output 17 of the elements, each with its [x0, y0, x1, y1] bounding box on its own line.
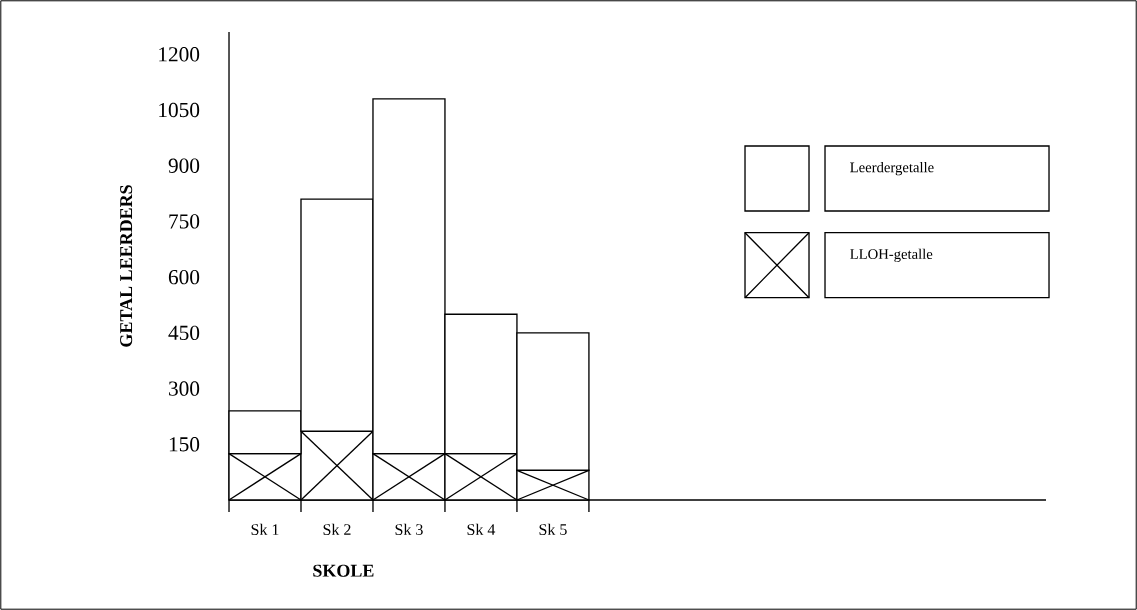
x-axis-title: SKOLE [313, 564, 374, 577]
y-tick-label: 900 [168, 158, 200, 173]
y-axis-title: GETAL LEERDERS [120, 185, 133, 347]
y-tick-label: 300 [169, 381, 200, 396]
text: Leerdergetalle [850, 162, 934, 176]
y-tick-label: 1200 [159, 47, 200, 62]
x-tick-label: Sk 4 [467, 523, 496, 535]
y-tick-label: 150 [169, 437, 200, 452]
text: LLOH-getalle [850, 248, 933, 262]
y-tick-label: 750 [169, 214, 200, 229]
x-tick-label: Sk 2 [323, 523, 351, 535]
x-tick-label: Sk 1 [251, 523, 279, 535]
x-tick-label: Sk 5 [539, 523, 567, 535]
y-tick-label: 450 [168, 325, 200, 341]
y-tick-label: 600 [168, 269, 200, 285]
y-tick-label: 1050 [159, 102, 200, 118]
x-tick-label: Sk 3 [395, 523, 423, 535]
